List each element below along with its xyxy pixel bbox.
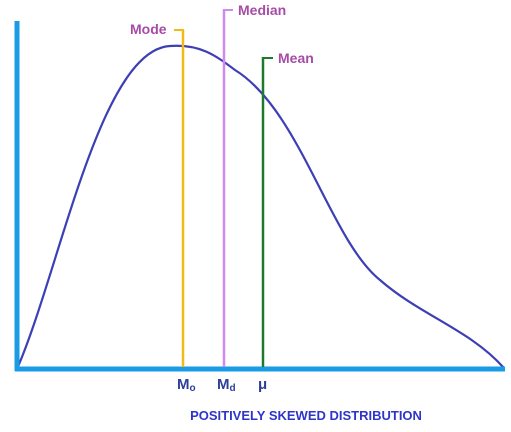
median-marker: Median [222, 2, 286, 367]
median-symbol-subscript: d [230, 383, 236, 394]
distribution-curve [15, 44, 505, 371]
mean-symbol: μ [258, 376, 267, 393]
mode-marker: Mode [130, 21, 185, 367]
mode-label: Mode [130, 21, 167, 37]
mean-marker: Mean [261, 50, 314, 367]
median-symbol-main: M [217, 376, 230, 393]
median-label: Median [238, 2, 286, 18]
mode-symbol-main: M [177, 376, 190, 393]
mode-symbol: Mo [177, 376, 196, 394]
diagram-caption: POSITIVELY SKEWED DISTRIBUTION [190, 408, 422, 423]
mode-symbol-subscript: o [190, 383, 196, 394]
median-symbol: Md [217, 376, 236, 394]
mean-label: Mean [278, 50, 314, 66]
